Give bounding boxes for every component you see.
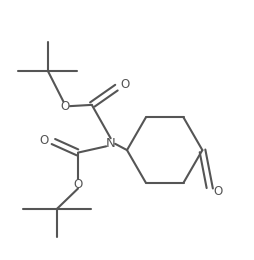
Text: O: O [121, 78, 130, 91]
Text: O: O [61, 100, 70, 113]
Text: N: N [106, 137, 116, 150]
Text: O: O [40, 134, 49, 147]
Text: O: O [214, 185, 223, 198]
Text: O: O [73, 178, 83, 191]
